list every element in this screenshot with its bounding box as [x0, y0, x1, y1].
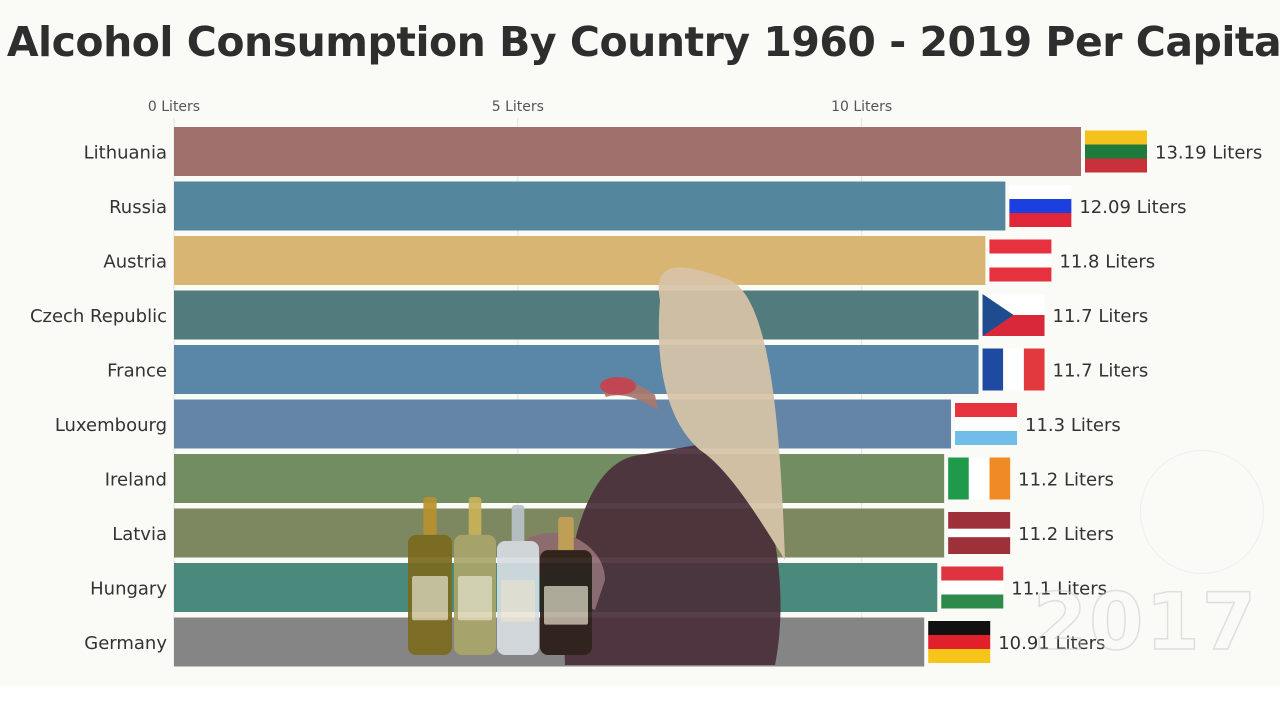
category-label: Germany	[84, 633, 167, 654]
flag-part	[968, 457, 990, 500]
value-label: 11.7 Liters	[1053, 306, 1149, 327]
value-label: 11.3 Liters	[1025, 415, 1121, 436]
bar	[174, 399, 952, 449]
bar-row-luxembourg: Luxembourg 11.3 Liters	[55, 399, 1121, 449]
bar	[174, 454, 945, 503]
flag-part	[1085, 158, 1147, 173]
bars: Lithuania 13.19 Liters Russia 12.09 Liters A…	[30, 127, 1262, 667]
flag-part	[989, 253, 1052, 268]
luxembourg-flag-icon	[955, 403, 1018, 445]
bar-row-russia: Russia 12.09 Liters	[109, 181, 1187, 231]
flag-part	[1003, 348, 1024, 391]
hungary-flag-icon	[941, 566, 1004, 609]
flag-part	[948, 528, 1011, 538]
flag-part	[941, 566, 1004, 581]
flag-part	[989, 267, 1052, 282]
flag-part	[955, 403, 1018, 417]
ireland-flag-icon	[948, 457, 1011, 500]
flag-part	[982, 348, 1004, 391]
lithuania-flag-icon	[1085, 130, 1147, 173]
value-label: 13.19 Liters	[1155, 143, 1262, 164]
bottle-icon	[458, 576, 492, 621]
bar-row-czech-republic: Czech Republic 11.7 Liters	[30, 290, 1149, 340]
category-label: Lithuania	[84, 143, 167, 164]
year-dial	[1140, 450, 1264, 574]
value-label: 10.91 Liters	[998, 633, 1105, 654]
value-label: 12.09 Liters	[1079, 197, 1186, 218]
category-label: Austria	[103, 252, 167, 273]
photo-overlay	[408, 267, 785, 665]
flag-part	[928, 621, 991, 635]
flag-part	[928, 635, 991, 649]
bar	[174, 127, 1081, 176]
category-label: Ireland	[105, 470, 167, 491]
bar	[174, 290, 979, 340]
category-label: Latvia	[112, 524, 167, 545]
latvia-flag-icon	[948, 512, 1011, 554]
czech-flag-icon	[982, 294, 1045, 336]
bar	[174, 236, 986, 285]
flag-part	[1009, 213, 1072, 227]
russia-flag-icon	[1009, 185, 1072, 227]
germany-flag-icon	[928, 621, 991, 663]
flag-part	[948, 537, 1011, 554]
flag-part	[955, 431, 1018, 445]
bottle-icon	[558, 517, 574, 556]
year-label: 2017	[1032, 577, 1258, 669]
bottle-icon	[544, 586, 588, 625]
flag-part	[948, 457, 969, 500]
category-label: Hungary	[90, 579, 167, 600]
bottle-icon	[468, 497, 482, 542]
bar	[174, 345, 979, 394]
bar-row-ireland: Ireland 11.2 Liters	[105, 454, 1114, 503]
value-label: 11.8 Liters	[1059, 252, 1155, 273]
bottle-icon	[412, 576, 448, 621]
bottle-icon	[501, 580, 535, 622]
x-tick-label: 5 Liters	[492, 99, 544, 115]
value-label: 11.2 Liters	[1018, 470, 1114, 491]
grid: 0 Liters 5 Liters 10 Liters	[148, 99, 892, 667]
value-label: 11.2 Liters	[1018, 524, 1114, 545]
category-label: Luxembourg	[55, 415, 167, 436]
x-tick-label: 10 Liters	[831, 99, 892, 115]
flag-part	[989, 239, 1052, 254]
flag-part	[1085, 144, 1147, 159]
bottle-icon	[423, 497, 437, 542]
woman-hair	[658, 267, 785, 560]
bottle-icon	[511, 505, 525, 547]
flag-part	[928, 649, 991, 663]
bar-chart: 0 Liters 5 Liters 10 Liters Lithuania 13.19 …	[30, 99, 1262, 667]
chart-title: Alcohol Consumption By Country 1960 - 20…	[6, 18, 1280, 66]
flag-part	[1085, 130, 1147, 145]
flag-part	[1009, 185, 1072, 199]
flag-part	[989, 457, 1011, 500]
category-label: Russia	[109, 197, 167, 218]
flag-part	[948, 512, 1011, 529]
woman-body	[564, 440, 781, 665]
bar-row-austria: Austria 11.8 Liters	[103, 236, 1155, 285]
flag-part	[955, 417, 1018, 431]
category-label: France	[107, 361, 167, 382]
drink-glass	[600, 377, 636, 395]
bottom-strip	[0, 686, 1280, 720]
value-label: 11.7 Liters	[1053, 361, 1149, 382]
flag-part	[941, 594, 1004, 609]
flag-part	[982, 294, 1014, 336]
bar	[174, 181, 1006, 231]
flag-part	[1009, 199, 1072, 213]
france-flag-icon	[982, 348, 1045, 391]
flag-part	[941, 580, 1004, 595]
category-label: Czech Republic	[30, 306, 167, 327]
austria-flag-icon	[989, 239, 1052, 282]
value-label: 11.1 Liters	[1011, 579, 1107, 600]
x-tick-label: 0 Liters	[148, 99, 200, 115]
flag-part	[1023, 348, 1045, 391]
bar-row-lithuania: Lithuania 13.19 Liters	[84, 127, 1262, 176]
bar-row-france: France 11.7 Liters	[107, 345, 1148, 394]
